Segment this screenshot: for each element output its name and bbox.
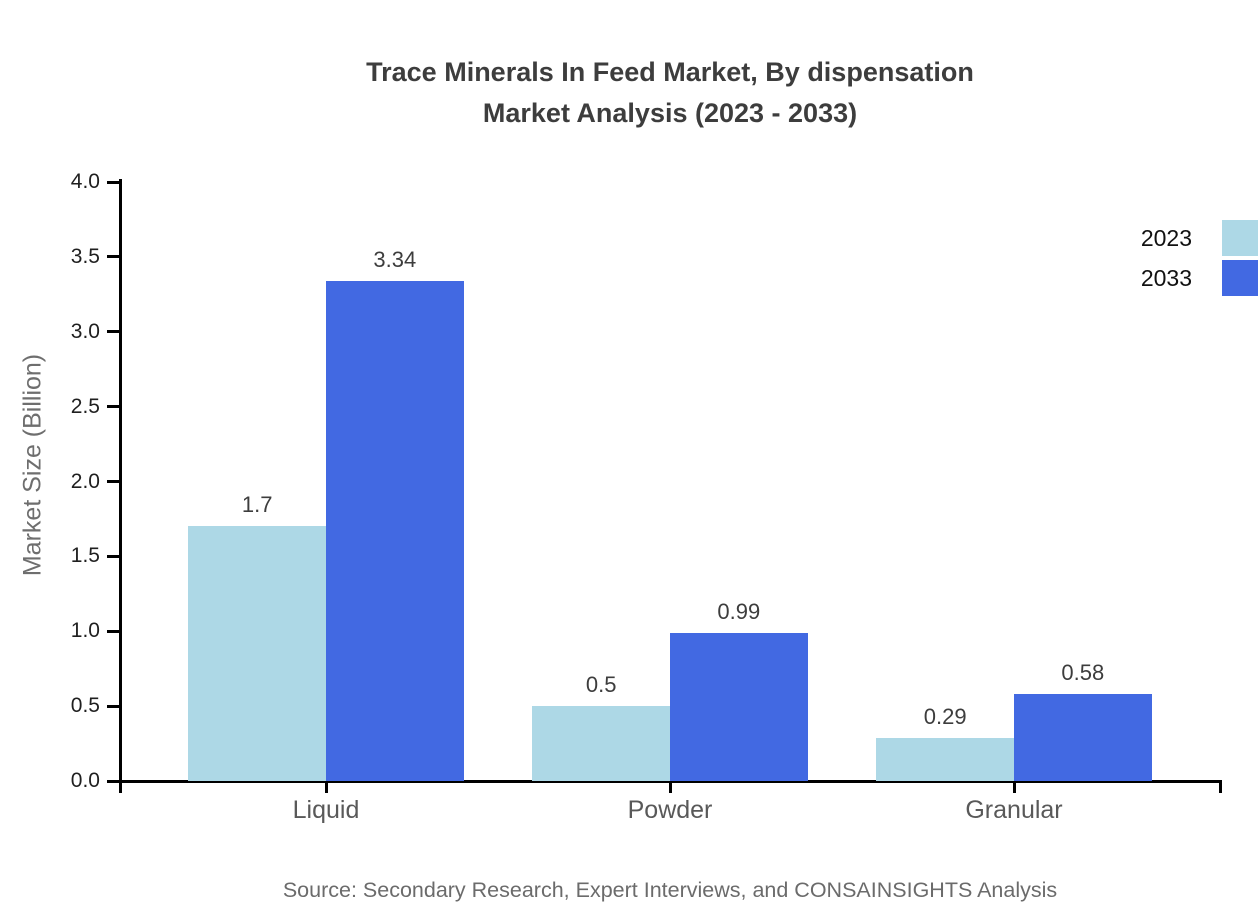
y-tick-3.0 [107, 330, 120, 334]
bar-powder-2023 [532, 706, 670, 781]
legend-swatch-2023 [1222, 220, 1258, 256]
y-axis-line [118, 179, 122, 793]
y-tick-3.5 [107, 255, 120, 259]
y-tick-label-3.5: 3.5 [70, 244, 100, 268]
x-axis-line [107, 779, 1222, 783]
y-tick-1.0 [107, 629, 120, 633]
y-tick-2.0 [107, 480, 120, 483]
y-tick-label-0.0: 0.0 [70, 769, 100, 792]
y-tick-label-2.0: 2.0 [70, 469, 100, 493]
bar-powder-2033 [670, 632, 808, 781]
legend-item-2033: 2033 [1141, 260, 1258, 296]
legend-item-2023: 2023 [1141, 220, 1258, 256]
category-label-powder: Powder [627, 796, 713, 824]
value-label-powder-2023: 0.5 [585, 672, 617, 698]
y-tick-label-3.0: 3.0 [70, 319, 100, 343]
legend-label-2033: 2033 [1140, 264, 1192, 291]
source-note: Source: Secondary Research, Expert Inter… [282, 878, 1058, 902]
legend-swatch-2033 [1222, 260, 1258, 296]
x-tick-granular [1012, 781, 1016, 793]
y-tick-label-0.5: 0.5 [70, 694, 100, 718]
category-label-liquid: Liquid [292, 796, 360, 824]
chart-title: Trace Minerals In Feed Market, By dispen… [120, 52, 1220, 134]
y-tick-0.5 [107, 704, 120, 708]
y-tick-4.0 [107, 180, 120, 184]
bar-granular-2033 [1014, 694, 1152, 781]
value-label-powder-2033: 0.99 [717, 598, 761, 624]
y-tick-label-1.0: 1.0 [70, 619, 100, 643]
y-tick-label-2.5: 2.5 [70, 394, 100, 418]
value-label-granular-2033: 0.58 [1061, 660, 1105, 686]
bar-granular-2023 [876, 737, 1014, 781]
value-label-liquid-2033: 3.34 [373, 246, 417, 272]
category-label-granular: Granular [965, 796, 1063, 824]
x-tick-liquid [324, 781, 328, 793]
x-tick-powder [668, 781, 672, 793]
y-tick-2.5 [107, 405, 120, 409]
chart-title-line-2: Market Analysis (2023 - 2033) [482, 98, 858, 128]
chart-title-line-1: Trace Minerals In Feed Market, By dispen… [366, 57, 974, 87]
y-tick-label-4.0: 4.0 [70, 170, 100, 193]
y-tick-1.5 [107, 554, 120, 558]
y-tick-label-1.5: 1.5 [70, 544, 100, 568]
value-label-liquid-2023: 1.7 [241, 492, 273, 518]
y-tick-0.0 [107, 779, 120, 783]
legend-label-2023: 2023 [1140, 224, 1192, 251]
value-label-granular-2023: 0.29 [923, 703, 967, 729]
bar-liquid-2023 [188, 526, 326, 781]
x-axis-end-tick [1219, 781, 1222, 793]
bar-liquid-2033 [326, 280, 464, 781]
legend: 2023 2033 [1141, 220, 1258, 300]
